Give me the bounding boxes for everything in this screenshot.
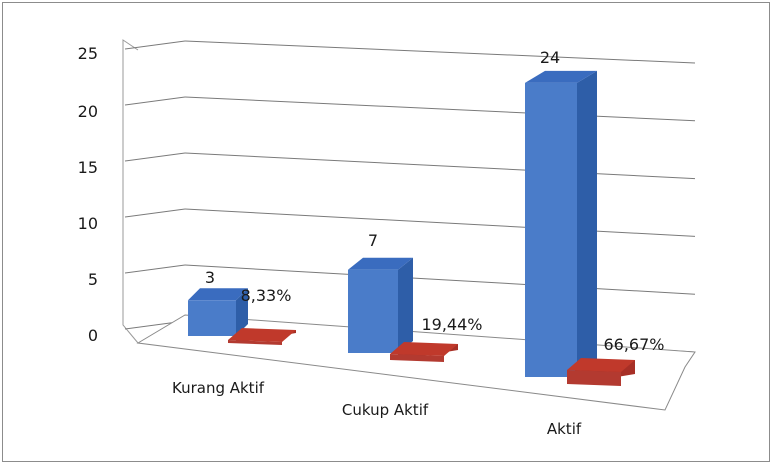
gridline <box>184 152 696 180</box>
side-wall <box>122 39 139 344</box>
x-axis-ticks: Kurang Aktif Cukup Aktif Aktif <box>172 379 582 438</box>
bars <box>188 70 635 386</box>
y-axis-ticks: 0 5 10 15 20 25 <box>78 44 98 345</box>
bar-blue <box>525 82 577 377</box>
gridline <box>184 40 696 64</box>
bar-red-top <box>228 328 296 342</box>
y-tick-label: 10 <box>78 214 98 233</box>
x-tick-label: Cukup Aktif <box>342 401 429 419</box>
bar-blue <box>188 300 236 336</box>
bar-blue-side <box>577 70 597 377</box>
data-label-count: 3 <box>205 268 215 287</box>
x-tick-label: Aktif <box>547 420 582 438</box>
y-tick-label: 15 <box>78 158 98 177</box>
gridline-side <box>124 208 186 218</box>
y-tick-label: 0 <box>88 326 98 345</box>
x-tick-label: Kurang Aktif <box>172 379 265 397</box>
bar-blue-top <box>525 70 597 83</box>
chart-walls <box>122 39 139 344</box>
bar-red <box>228 340 282 345</box>
bar-red <box>567 370 621 386</box>
y-tick-label: 25 <box>78 44 98 63</box>
gridline <box>184 208 696 237</box>
gridline <box>184 96 696 122</box>
y-tick-label: 5 <box>88 270 98 289</box>
bar-blue-top <box>188 288 248 301</box>
bar-red-top <box>390 342 458 356</box>
y-tick-label: 20 <box>78 102 98 121</box>
data-label-percent: 8,33% <box>241 286 292 305</box>
gridline-side <box>124 40 186 50</box>
gridline <box>184 264 696 295</box>
bar-red-top <box>567 358 635 372</box>
data-label-percent: 66,67% <box>603 335 664 354</box>
gridline-side <box>124 264 186 274</box>
gridline-side <box>124 152 186 162</box>
gridline-side <box>124 96 186 106</box>
data-label-percent: 19,44% <box>421 315 482 334</box>
bar-red <box>390 354 444 362</box>
bar-blue-side <box>236 288 248 336</box>
bar-blue-top <box>348 257 413 270</box>
bar-blue <box>348 269 398 353</box>
data-labels: 3 7 24 8,33% 19,44% 66,67% <box>205 48 665 354</box>
data-label-count: 24 <box>540 48 560 67</box>
data-label-count: 7 <box>368 231 378 250</box>
bar-blue-side <box>398 257 413 353</box>
